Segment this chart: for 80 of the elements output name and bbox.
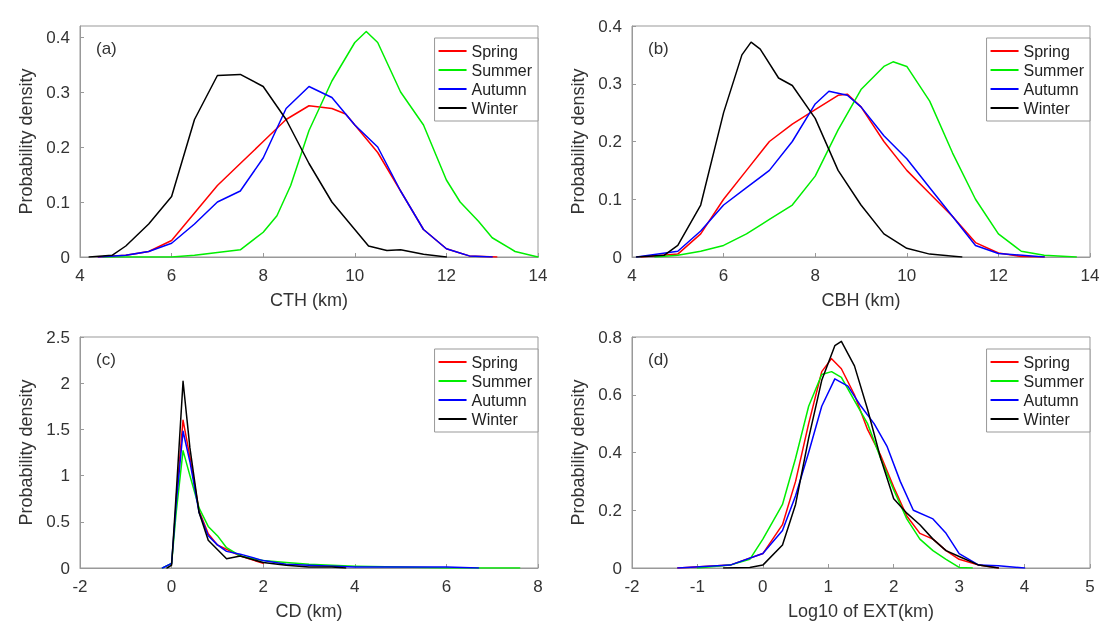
x-tick-label: 0 xyxy=(166,577,177,596)
x-tick-label: 12 xyxy=(988,266,1008,285)
legend-label: Summer xyxy=(1023,61,1085,79)
y-tick-label: 0.3 xyxy=(46,82,70,102)
y-tick-label: 0 xyxy=(60,558,70,578)
x-axis-title: CTH (km) xyxy=(270,290,348,310)
x-tick-label: 6 xyxy=(441,577,452,596)
y-tick-label: 0.8 xyxy=(598,327,622,347)
legend-label: Autumn xyxy=(471,391,527,409)
legend-label: Autumn xyxy=(1023,391,1079,409)
legend-label: Spring xyxy=(471,42,518,60)
x-tick-label: -2 xyxy=(624,577,640,596)
legend-label: Summer xyxy=(1023,372,1085,390)
y-tick-label: 0.2 xyxy=(598,500,622,520)
legend-label: Autumn xyxy=(471,80,527,98)
x-tick-label: 10 xyxy=(897,266,917,285)
x-tick-label: 8 xyxy=(258,266,268,285)
y-tick-label: 0.5 xyxy=(46,512,70,532)
annotation: (b) xyxy=(648,39,669,58)
x-tick-label: -2 xyxy=(72,577,88,596)
y-axis-title: Probability density xyxy=(568,379,589,526)
x-tick-label: 14 xyxy=(528,266,548,285)
legend-label: Winter xyxy=(1023,99,1071,117)
legend-label: Summer xyxy=(471,61,533,79)
y-tick-label: 0.6 xyxy=(598,385,622,405)
y-tick-label: 0.3 xyxy=(598,74,622,94)
x-tick-label: 0 xyxy=(758,577,768,596)
y-axis-title: Probability density xyxy=(16,68,37,215)
y-tick-label: 0.4 xyxy=(46,27,70,47)
y-tick-label: 0.1 xyxy=(598,189,622,209)
line-series xyxy=(161,430,480,569)
x-tick-label: 4 xyxy=(75,266,85,285)
line-series xyxy=(88,73,448,258)
legend-label: Spring xyxy=(1023,42,1070,60)
line-series xyxy=(166,380,347,569)
x-tick-label: 4 xyxy=(627,266,637,285)
x-axis-title: CD (km) xyxy=(275,601,343,621)
y-tick-label: 1 xyxy=(60,466,70,486)
x-tick-label: 4 xyxy=(350,577,360,596)
y-tick-label: 2.5 xyxy=(46,327,70,347)
x-tick-label: 14 xyxy=(1080,266,1100,285)
legend-label: Autumn xyxy=(1023,80,1079,98)
line-series xyxy=(635,41,963,258)
y-tick-label: 1.5 xyxy=(46,419,70,439)
y-axis-title: Probability density xyxy=(568,68,589,215)
x-tick-label: 10 xyxy=(345,266,365,285)
x-tick-label: 3 xyxy=(954,577,964,596)
y-tick-label: 0.4 xyxy=(598,16,622,36)
y-tick-label: 0.4 xyxy=(598,443,622,462)
annotation: (d) xyxy=(648,350,669,369)
y-tick-label: 0.2 xyxy=(46,137,70,157)
y-tick-label: 0.2 xyxy=(598,132,622,151)
legend-label: Spring xyxy=(471,353,518,371)
x-tick-label: 8 xyxy=(533,577,543,596)
x-tick-label: 6 xyxy=(166,266,177,285)
x-tick-label: 4 xyxy=(1019,577,1030,596)
x-tick-label: 12 xyxy=(436,266,456,285)
x-axis-title: CBH (km) xyxy=(821,290,901,310)
legend-label: Winter xyxy=(471,410,519,428)
annotation: (a) xyxy=(96,39,117,58)
x-tick-label: 8 xyxy=(810,266,820,285)
y-axis-title: Probability density xyxy=(16,379,37,526)
legend-label: Winter xyxy=(1023,410,1071,428)
legend-label: Winter xyxy=(471,99,519,117)
y-tick-label: 0.1 xyxy=(46,192,70,212)
x-tick-label: 2 xyxy=(888,577,899,596)
x-tick-label: 1 xyxy=(823,577,834,596)
x-tick-label: 2 xyxy=(258,577,268,596)
y-tick-label: 0 xyxy=(60,247,70,267)
x-tick-label: 6 xyxy=(718,266,729,285)
line-series xyxy=(722,340,1000,569)
annotation: (c) xyxy=(96,350,116,369)
legend-label: Summer xyxy=(471,372,533,390)
x-tick-label: -1 xyxy=(689,577,705,596)
x-axis-title: Log10 of EXT(km) xyxy=(787,601,935,621)
legend-label: Spring xyxy=(1023,353,1070,371)
y-tick-label: 2 xyxy=(60,373,70,393)
y-tick-label: 0 xyxy=(612,558,622,578)
x-tick-label: 5 xyxy=(1085,577,1095,596)
y-tick-label: 0 xyxy=(612,247,622,267)
